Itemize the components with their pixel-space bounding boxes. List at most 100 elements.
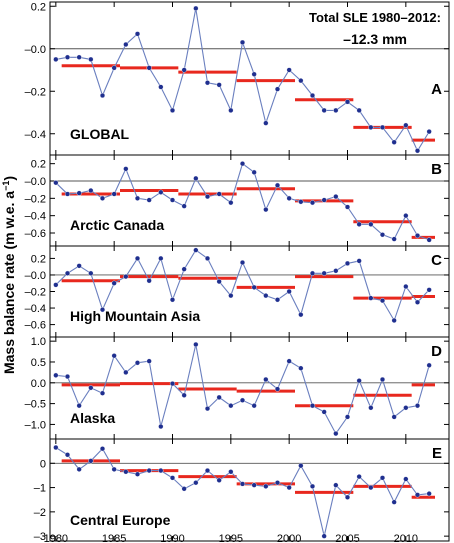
data-point [414, 233, 421, 239]
data-point [53, 180, 59, 186]
data-point [286, 484, 292, 491]
x-tick-label: 1995 [219, 533, 243, 543]
y-tick-label: –0.6 [25, 228, 46, 240]
data-point [169, 475, 176, 481]
data-point [228, 107, 234, 113]
panel-c: 0.2 –0.0 –0.2 –0.4 –0.6 C High Mountain Asia [25, 245, 450, 338]
x-axis: 1980 1985 1990 1995 2000 2005 2010 [44, 533, 418, 543]
panel-d: 1.0 0.5 0.0 –0.5 –1.0 D Alaska [25, 336, 450, 440]
y-tick-label: –1.0 [25, 419, 46, 431]
panel-letter: A [431, 81, 442, 98]
data-point [64, 270, 71, 276]
data-point [391, 317, 397, 324]
data-point [391, 236, 397, 242]
data-point [403, 213, 409, 219]
y-tick-label: 0.0 [31, 378, 46, 390]
data-point [321, 197, 327, 203]
data-point [146, 278, 152, 284]
data-point [239, 259, 246, 266]
data-point [64, 54, 71, 60]
data-point [274, 386, 281, 392]
data-point [286, 358, 292, 364]
data-point [216, 191, 222, 197]
y-tick-label: 1.0 [31, 336, 46, 348]
y-tick-label: 0.2 [31, 1, 46, 13]
data-point [309, 200, 316, 206]
data-point [123, 369, 129, 375]
data-point [193, 341, 199, 348]
data-point [239, 481, 246, 487]
data-point [263, 293, 269, 299]
data-point [76, 403, 82, 409]
data-point [263, 483, 269, 489]
y-tick-label: –0.2 [25, 86, 46, 98]
y-tick-label: 0.2 [31, 253, 46, 265]
data-point [123, 41, 129, 48]
y-tick-label: –0.0 [25, 176, 46, 188]
data-point [356, 221, 362, 227]
panel-letter: C [431, 252, 442, 269]
region-label: Arctic Canada [70, 217, 164, 233]
y-tick-label: –2 [34, 507, 46, 519]
y-tick-label: –0.2 [25, 287, 46, 299]
data-point [134, 255, 141, 262]
data-point [76, 54, 82, 60]
data-point [111, 280, 117, 286]
y-axis-label: Mass balance rate (m w.e. a−1) [1, 176, 17, 374]
region-label: Alaska [70, 410, 115, 426]
data-point [321, 107, 327, 113]
data-point [204, 255, 211, 262]
data-point [134, 31, 141, 37]
data-point [99, 195, 106, 201]
data-point [356, 258, 362, 264]
x-tick-label: 2000 [277, 533, 301, 543]
total-sle-annotation-line1: Total SLE 1980–2012: [309, 10, 441, 25]
data-point [228, 469, 234, 475]
panels-group: 0.2 –0.0 –0.2 –0.4 A GLOBAL 0.2 –0.0 –0.2 –0.4 –0.… [25, 1, 450, 543]
data-point [391, 414, 397, 420]
data-point [403, 476, 409, 482]
data-point [298, 365, 304, 371]
data-point [169, 197, 176, 203]
data-point [204, 406, 211, 412]
y-tick-label: –0.4 [25, 303, 46, 315]
data-point [426, 362, 432, 368]
y-tick-label: –0.4 [25, 211, 46, 223]
x-tick-label: 1985 [102, 533, 126, 543]
data-point [193, 175, 199, 182]
data-point [333, 482, 339, 488]
data-point [123, 469, 129, 475]
panel-letter: D [431, 343, 442, 360]
data-point [216, 394, 222, 400]
data-point [239, 397, 246, 403]
data-point [368, 124, 374, 130]
data-point [204, 467, 211, 474]
data-point [76, 466, 82, 472]
data-point [356, 474, 362, 480]
panel-e: 0 –1 –2 –3 E Central Europe [34, 438, 450, 543]
x-tick-label: 1990 [160, 533, 184, 543]
data-point [333, 194, 339, 200]
total-sle-annotation-line2: –12.3 mm [343, 31, 407, 47]
data-point [403, 122, 409, 128]
data-point [298, 312, 304, 318]
region-label: High Mountain Asia [70, 308, 200, 324]
data-point [134, 471, 141, 477]
data-point [274, 480, 281, 486]
data-point [344, 204, 351, 210]
data-point [123, 166, 129, 172]
data-point [414, 492, 421, 498]
data-point [263, 207, 269, 213]
y-tick-label: –0.4 [25, 129, 46, 141]
data-point [251, 71, 257, 77]
data-point [99, 390, 106, 396]
data-point [181, 266, 187, 272]
data-point [263, 120, 269, 126]
data-point [414, 299, 421, 305]
data-point [134, 195, 141, 201]
data-point [181, 67, 187, 73]
data-point [228, 293, 234, 299]
x-tick-label: 2005 [335, 533, 359, 543]
data-point [426, 237, 432, 243]
